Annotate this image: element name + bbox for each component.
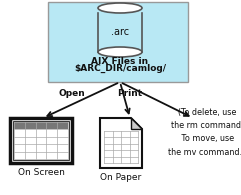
Bar [13,121,69,160]
Text: Print: Print [117,89,143,98]
Polygon shape [131,118,142,129]
Text: Open: Open [59,89,85,98]
Text: (To delete, use
the rm command.
 To move, use
the mv command.): (To delete, use the rm command. To move,… [168,108,241,157]
Text: AIX Files in: AIX Files in [91,57,148,66]
Text: .arc: .arc [111,27,129,37]
Polygon shape [100,118,142,168]
Bar [48,2,188,82]
Bar [14,122,68,129]
Ellipse shape [98,3,142,13]
Text: On Paper: On Paper [100,173,142,182]
Bar [10,118,72,163]
Ellipse shape [98,47,142,57]
Text: $ARC_DIR/camlog/: $ARC_DIR/camlog/ [74,64,166,73]
Text: On Screen: On Screen [18,168,64,177]
